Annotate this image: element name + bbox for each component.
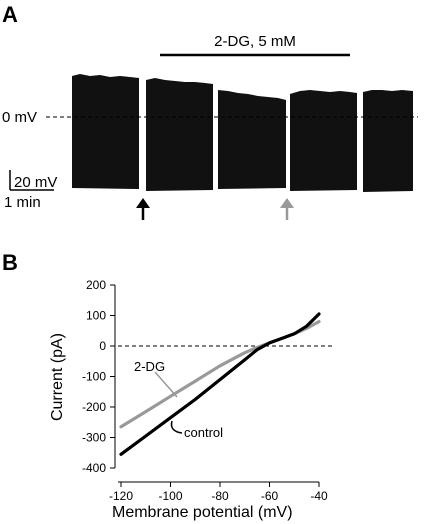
y-tick-label: 0: [99, 339, 106, 353]
series-line-control: [119, 312, 321, 456]
x-tick-label: -60: [261, 489, 279, 503]
trace-segment-5: [363, 90, 413, 192]
y-tick-label: 200: [86, 278, 106, 292]
y-tick-label: 100: [86, 309, 106, 323]
drug-arrow: [280, 198, 294, 220]
x-ticks: -120 -100 -80 -60 -40: [109, 482, 328, 503]
control-arrow-head: [136, 198, 150, 208]
scale-bar: 20 mV 1 min: [4, 170, 57, 211]
y-tick-label: -100: [82, 370, 106, 384]
drug-series-label: 2-DG: [134, 359, 165, 374]
iv-plot: -400 -300 -200 -100 0 100 200 -120 -100 -80 -60 -4…: [49, 278, 334, 521]
trace-segment-3: [218, 90, 286, 189]
x-axis-label: Membrane potential (mV): [112, 504, 293, 521]
control-series-pointer: [170, 420, 183, 434]
x-tick-label: -100: [158, 489, 182, 503]
zero-mv-label: 0 mV: [2, 109, 37, 126]
panel-b-letter: B: [2, 250, 18, 275]
trace-segment-4: [290, 90, 357, 191]
scale-voltage-label: 20 mV: [14, 174, 57, 191]
trace-segment-1: [72, 74, 139, 189]
voltage-trace: [72, 74, 413, 192]
series-line-2dg: [119, 320, 321, 429]
drug-series-pointer: [154, 371, 178, 398]
drug-arrow-head: [280, 198, 294, 208]
control-series-label: control: [184, 425, 223, 440]
y-tick-label: -400: [82, 461, 106, 475]
y-ticks: -400 -300 -200 -100 0 100 200: [82, 278, 115, 475]
x-tick-label: -40: [310, 489, 328, 503]
series-layer: [119, 312, 321, 456]
x-tick-label: -120: [109, 489, 133, 503]
y-tick-label: -300: [82, 431, 106, 445]
panel-a-letter: A: [2, 2, 18, 27]
scale-time-label: 1 min: [4, 194, 41, 211]
y-axis-label: Current (pA): [49, 333, 66, 421]
trace-segment-2: [146, 78, 213, 191]
drug-label: 2-DG, 5 mM: [214, 33, 296, 50]
x-tick-label: -80: [211, 489, 229, 503]
y-tick-label: -200: [82, 400, 106, 414]
control-arrow: [136, 198, 150, 220]
